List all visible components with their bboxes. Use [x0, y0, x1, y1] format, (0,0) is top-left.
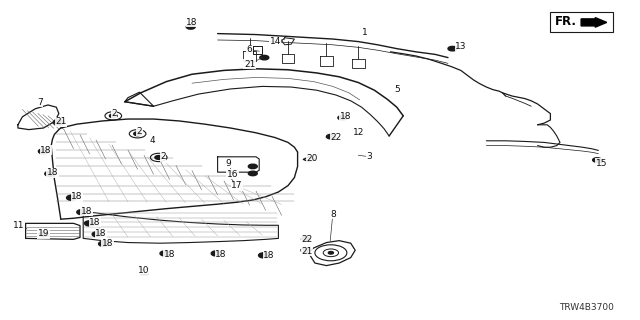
Text: 18: 18 [186, 18, 198, 27]
Circle shape [134, 132, 141, 136]
Text: 18: 18 [95, 229, 107, 238]
Text: 18: 18 [102, 239, 113, 248]
Text: 22: 22 [330, 133, 342, 142]
Circle shape [338, 116, 347, 120]
Circle shape [92, 232, 102, 237]
Text: 18: 18 [215, 250, 227, 259]
Circle shape [301, 237, 310, 241]
Text: 18: 18 [340, 112, 351, 121]
Text: 18: 18 [40, 146, 52, 155]
Circle shape [39, 232, 48, 236]
Text: 18: 18 [263, 252, 275, 260]
Circle shape [328, 252, 333, 254]
Circle shape [54, 120, 63, 124]
Text: 20: 20 [306, 154, 317, 163]
Text: 15: 15 [596, 159, 607, 168]
Text: 18: 18 [47, 168, 58, 177]
Text: 7: 7 [37, 98, 42, 107]
Circle shape [259, 253, 269, 258]
Text: 21: 21 [55, 117, 67, 126]
Text: 10: 10 [138, 266, 150, 275]
Text: 16: 16 [227, 170, 238, 179]
Text: 21: 21 [301, 247, 313, 256]
Text: 22: 22 [301, 236, 313, 244]
Circle shape [38, 149, 49, 154]
Text: 18: 18 [89, 218, 100, 227]
Circle shape [45, 171, 55, 176]
Text: 19: 19 [38, 229, 49, 238]
Text: TRW4B3700: TRW4B3700 [559, 303, 614, 312]
Circle shape [109, 114, 117, 118]
Text: 18: 18 [164, 250, 175, 259]
Circle shape [84, 221, 95, 226]
Circle shape [77, 210, 87, 215]
Text: 8: 8 [330, 210, 335, 219]
Circle shape [211, 251, 221, 256]
Circle shape [186, 25, 195, 29]
Text: 9: 9 [226, 159, 231, 168]
Text: 14: 14 [269, 37, 281, 46]
Text: 2: 2 [137, 127, 142, 136]
Text: 6: 6 [247, 45, 252, 54]
Text: 4: 4 [150, 136, 155, 145]
Text: 2: 2 [111, 109, 116, 118]
Circle shape [99, 241, 109, 246]
Circle shape [248, 171, 257, 176]
Circle shape [155, 156, 163, 159]
Circle shape [326, 134, 335, 139]
Circle shape [593, 158, 602, 162]
Circle shape [248, 164, 257, 169]
FancyArrow shape [581, 18, 607, 27]
Text: 1: 1 [362, 28, 367, 36]
FancyBboxPatch shape [550, 12, 613, 32]
Text: 2: 2 [161, 152, 166, 161]
Circle shape [448, 46, 457, 51]
Text: 18: 18 [81, 207, 92, 216]
Text: 12: 12 [353, 128, 364, 137]
Circle shape [260, 55, 269, 60]
Text: 13: 13 [455, 42, 467, 51]
Text: 3: 3 [367, 152, 372, 161]
Text: 5: 5 [394, 85, 399, 94]
Text: 11: 11 [13, 221, 25, 230]
Text: 21: 21 [244, 60, 255, 68]
Text: 17: 17 [231, 181, 243, 190]
Text: FR.: FR. [555, 15, 577, 28]
Circle shape [56, 121, 61, 124]
Text: 18: 18 [71, 192, 83, 201]
Circle shape [303, 249, 308, 252]
Circle shape [67, 195, 77, 200]
Circle shape [160, 251, 170, 256]
